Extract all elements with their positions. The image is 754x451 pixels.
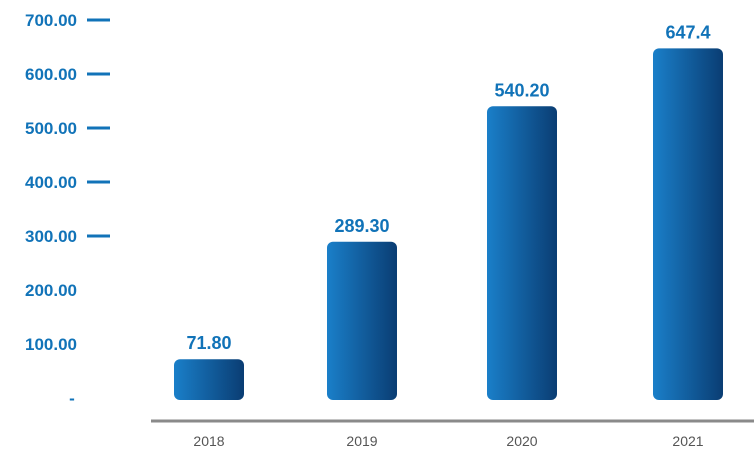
- bar-2019: [327, 241, 397, 400]
- y-tick-label: 400.00: [25, 173, 77, 192]
- y-tick-label: -: [69, 389, 75, 408]
- y-tick-label: 100.00: [25, 335, 77, 354]
- x-tick-label: 2018: [193, 433, 224, 449]
- y-axis: 700.00 600.00 500.00 400.00 300.00 200.00 100.…: [25, 11, 110, 408]
- y-tick-label: 600.00: [25, 65, 77, 84]
- y-tick-label: 700.00: [25, 11, 77, 30]
- data-label-2019: 289.30: [334, 216, 389, 236]
- x-axis: 2018 2019 2020 2021: [193, 433, 703, 449]
- y-tick-label: 500.00: [25, 119, 77, 138]
- y-tick-label: 300.00: [25, 227, 77, 246]
- y-tick-label: 200.00: [25, 281, 77, 300]
- data-label-2018: 71.80: [186, 333, 231, 353]
- x-tick-label: 2020: [506, 433, 537, 449]
- data-label-2020: 540.20: [494, 80, 549, 100]
- bar-2021: [653, 48, 723, 401]
- bar-2020: [487, 106, 557, 401]
- data-label-2021: 647.4: [665, 22, 710, 42]
- x-tick-label: 2021: [672, 433, 703, 449]
- bars: 71.80 289.30 540.20 647.4: [174, 22, 723, 401]
- x-tick-label: 2019: [346, 433, 377, 449]
- bar-2018: [174, 359, 244, 400]
